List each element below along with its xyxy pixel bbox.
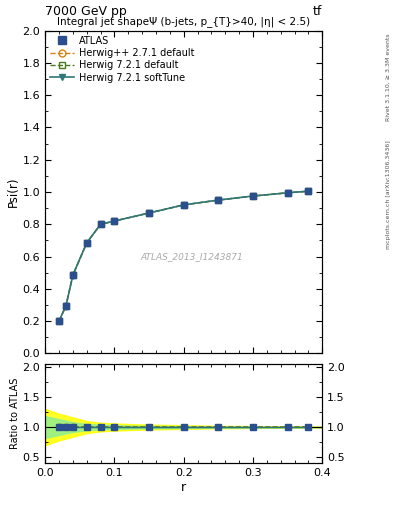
Text: Integral jet shapeΨ (b-jets, p_{T}>40, |η| < 2.5): Integral jet shapeΨ (b-jets, p_{T}>40, |…: [57, 16, 310, 28]
X-axis label: r: r: [181, 481, 186, 494]
Legend: ATLAS, Herwig++ 2.7.1 default, Herwig 7.2.1 default, Herwig 7.2.1 softTune: ATLAS, Herwig++ 2.7.1 default, Herwig 7.…: [48, 34, 196, 85]
Text: mcplots.cern.ch [arXiv:1306.3436]: mcplots.cern.ch [arXiv:1306.3436]: [386, 140, 391, 249]
Text: tf: tf: [313, 5, 322, 18]
Text: Rivet 3.1.10, ≥ 3.3M events: Rivet 3.1.10, ≥ 3.3M events: [386, 33, 391, 121]
Text: ATLAS_2013_I1243871: ATLAS_2013_I1243871: [141, 252, 243, 261]
Y-axis label: Ratio to ATLAS: Ratio to ATLAS: [10, 378, 20, 449]
Text: 7000 GeV pp: 7000 GeV pp: [45, 5, 127, 18]
Y-axis label: Psi(r): Psi(r): [7, 177, 20, 207]
